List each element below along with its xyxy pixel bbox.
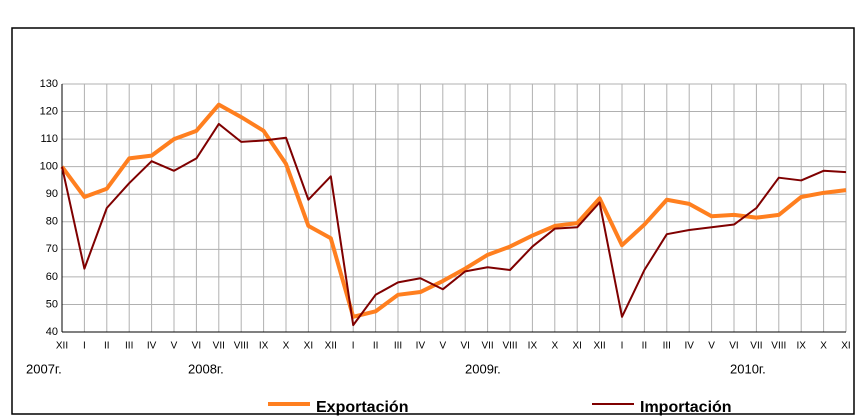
x-tick-label: VII [481, 341, 493, 352]
x-tick-label: I [621, 341, 624, 352]
x-tick-label: II [373, 341, 379, 352]
x-tick-label: VII [750, 341, 762, 352]
x-tick-label: VIII [502, 341, 517, 352]
x-tick-label: X [283, 341, 290, 352]
x-tick-label: VII [213, 341, 225, 352]
x-tick-label: IV [684, 341, 694, 352]
x-tick-label: IV [147, 341, 157, 352]
y-tick-label: 60 [46, 271, 58, 283]
y-tick-label: 110 [40, 133, 58, 145]
x-tick-label: I [83, 341, 86, 352]
year-label: 2007г. [26, 361, 62, 376]
x-tick-label: XII [325, 341, 337, 352]
y-tick-label: 40 [46, 326, 58, 338]
x-tick-label: V [708, 341, 715, 352]
x-tick-label: VIII [234, 341, 249, 352]
legend-label: Importación [640, 399, 732, 416]
y-tick-label: 130 [40, 78, 58, 90]
x-tick-label: XI [841, 341, 850, 352]
year-label: 2010г. [730, 361, 766, 376]
x-tick-label: IX [259, 341, 269, 352]
series-line [61, 122, 847, 327]
x-tick-label: X [551, 341, 558, 352]
x-tick-label: VI [460, 341, 469, 352]
x-tick-label: X [820, 341, 827, 352]
x-tick-label: IV [416, 341, 426, 352]
x-tick-label: III [394, 341, 402, 352]
y-tick-label: 80 [46, 216, 58, 228]
y-tick-label: 50 [46, 298, 58, 310]
x-tick-label: VI [729, 341, 738, 352]
x-tick-label: V [439, 341, 446, 352]
x-tick-label: XII [56, 341, 68, 352]
legend-label: Exportación [316, 399, 408, 416]
x-tick-label: II [642, 341, 648, 352]
year-label: 2009г. [465, 361, 501, 376]
x-tick-label: XI [572, 341, 581, 352]
x-tick-label: XI [304, 341, 313, 352]
x-tick-label: III [663, 341, 671, 352]
x-tick-label: VIII [771, 341, 786, 352]
series-line [60, 102, 847, 319]
chart-border [11, 27, 855, 415]
y-tick-label: 90 [46, 188, 58, 200]
x-tick-label: VI [192, 341, 201, 352]
x-tick-label: V [171, 341, 178, 352]
x-tick-label: I [352, 341, 355, 352]
x-tick-label: IX [528, 341, 538, 352]
x-tick-label: II [104, 341, 110, 352]
x-tick-label: III [125, 341, 133, 352]
y-tick-label: 100 [40, 161, 58, 173]
year-label: 2008г. [188, 361, 224, 376]
x-tick-label: IX [796, 341, 806, 352]
x-tick-label: XII [593, 341, 605, 352]
y-tick-label: 70 [46, 243, 58, 255]
y-tick-label: 120 [40, 105, 58, 117]
